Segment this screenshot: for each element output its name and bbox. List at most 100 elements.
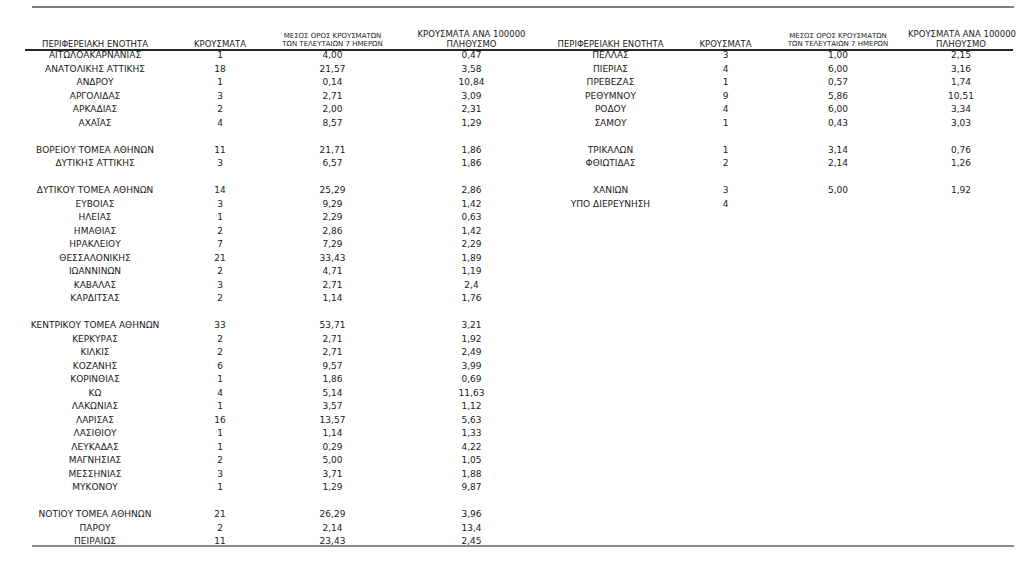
table-row: ΛΑΣΙΘΙΟΥ11,141,33 — [10, 427, 538, 441]
region-cell: ΜΕΣΣΗΝΙΑΣ — [10, 468, 180, 482]
region-cell: ΠΕΙΡΑΙΩΣ — [10, 535, 180, 549]
cases-cell: 1 — [180, 427, 260, 441]
cases-cell: 6 — [180, 360, 260, 374]
cases-cell: 4 — [683, 103, 768, 117]
per100k-cell: 10,51 — [908, 90, 1014, 104]
table-row: ΝΟΤΙΟΥ ΤΟΜΕΑ ΑΘΗΝΩΝ2126,293,96 — [10, 508, 538, 522]
regional-cases-table-right: ΠΕΡΙΦΕΡΕΙΑΚΗ ΕΝΟΤΗΤΑ ΚΡΟΥΣΜΑΤΑ ΜΕΣΟΣ ΟΡΟ… — [538, 24, 1014, 211]
avg7-cell: 26,29 — [260, 508, 405, 522]
region-cell: ΡΟΔΟΥ — [538, 103, 683, 117]
cases-cell: 1 — [683, 117, 768, 131]
column-header-per100k: ΚΡΟΥΣΜΑΤΑ ΑΝΑ 100000 ΠΛΗΘΥΣΜΟ — [405, 30, 538, 49]
region-cell: ΙΩΑΝΝΙΝΩΝ — [10, 265, 180, 279]
per100k-cell: 1,19 — [405, 265, 538, 279]
region-cell: ΚΑΒΑΛΑΣ — [10, 279, 180, 293]
per100k-cell: 1,92 — [908, 184, 1014, 198]
avg7-cell: 5,00 — [260, 454, 405, 468]
column-header-region: ΠΕΡΙΦΕΡΕΙΑΚΗ ΕΝΟΤΗΤΑ — [10, 40, 180, 50]
cases-cell — [180, 306, 260, 320]
per100k-cell: 1,33 — [405, 427, 538, 441]
avg7-cell: 1,14 — [260, 292, 405, 306]
avg7-cell — [260, 306, 405, 320]
table-row-spacer — [538, 171, 1014, 185]
avg7-cell — [260, 130, 405, 144]
table-row: ΤΡΙΚΑΛΩΝ13,140,76 — [538, 144, 1014, 158]
cases-cell: 2 — [180, 103, 260, 117]
table-row: ΜΕΣΣΗΝΙΑΣ33,711,88 — [10, 468, 538, 482]
table-row: ΑΝΔΡΟΥ10,1410,84 — [10, 76, 538, 90]
per100k-cell: 1,29 — [405, 117, 538, 131]
table-row: ΑΡΚΑΔΙΑΣ22,002,31 — [10, 103, 538, 117]
table-row-spacer — [538, 130, 1014, 144]
table-row: ΚΕΝΤΡΙΚΟΥ ΤΟΜΕΑ ΑΘΗΝΩΝ3353,713,21 — [10, 319, 538, 333]
per100k-cell — [405, 171, 538, 185]
table-row: ΛΑΚΩΝΙΑΣ13,571,12 — [10, 400, 538, 414]
per100k-cell: 1,26 — [908, 157, 1014, 171]
table-row: ΚΩ45,1411,63 — [10, 387, 538, 401]
table-row: ΑΝΑΤΟΛΙΚΗΣ ΑΤΤΙΚΗΣ1821,573,58 — [10, 63, 538, 77]
region-cell: ΠΙΕΡΙΑΣ — [538, 63, 683, 77]
per100k-cell: 3,34 — [908, 103, 1014, 117]
per100k-cell: 2,4 — [405, 279, 538, 293]
cases-cell: 9 — [683, 90, 768, 104]
cases-cell: 1 — [180, 400, 260, 414]
region-cell: ΚΕΡΚΥΡΑΣ — [10, 333, 180, 347]
per100k-cell: 1,88 — [405, 468, 538, 482]
avg7-cell: 2,86 — [260, 225, 405, 239]
region-cell: ΠΑΡΟΥ — [10, 522, 180, 536]
cases-cell: 2 — [180, 225, 260, 239]
table-row: ΚΑΡΔΙΤΣΑΣ21,141,76 — [10, 292, 538, 306]
avg7-cell: 6,57 — [260, 157, 405, 171]
avg7-cell: 6,00 — [768, 63, 908, 77]
cases-cell: 2 — [180, 265, 260, 279]
per100k-cell: 1,89 — [405, 252, 538, 266]
table-row: ΛΑΡΙΣΑΣ1613,575,63 — [10, 414, 538, 428]
per100k-cell: 2,29 — [405, 238, 538, 252]
per100k-cell: 2,15 — [908, 49, 1014, 63]
cases-cell: 1 — [180, 211, 260, 225]
avg7-cell: 1,14 — [260, 427, 405, 441]
avg7-cell — [768, 130, 908, 144]
region-cell: ΚΟΖΑΝΗΣ — [10, 360, 180, 374]
region-cell: ΜΥΚΟΝΟΥ — [10, 481, 180, 495]
per100k-cell: 1,92 — [405, 333, 538, 347]
avg7-cell: 5,00 — [768, 184, 908, 198]
avg7-cell: 3,71 — [260, 468, 405, 482]
cases-cell — [180, 495, 260, 509]
column-header-avg7: ΜΕΣΟΣ ΟΡΟΣ ΚΡΟΥΣΜΑΤΩΝ ΤΩΝ ΤΕΛΕΥΤΑΙΩΝ 7 Η… — [768, 32, 908, 49]
region-cell: ΚΩ — [10, 387, 180, 401]
region-cell — [10, 306, 180, 320]
table-row: ΡΟΔΟΥ46,003,34 — [538, 103, 1014, 117]
avg7-cell: 2,71 — [260, 333, 405, 347]
cases-cell: 3 — [683, 184, 768, 198]
cases-cell: 1 — [180, 49, 260, 63]
region-cell: ΑΡΚΑΔΙΑΣ — [10, 103, 180, 117]
table-row: ΠΕΙΡΑΙΩΣ1123,432,45 — [10, 535, 538, 549]
per100k-cell: 2,31 — [405, 103, 538, 117]
avg7-cell — [768, 198, 908, 212]
region-cell: ΚΑΡΔΙΤΣΑΣ — [10, 292, 180, 306]
table-row: ΜΑΓΝΗΣΙΑΣ25,001,05 — [10, 454, 538, 468]
avg7-cell: 4,71 — [260, 265, 405, 279]
region-cell: ΚΕΝΤΡΙΚΟΥ ΤΟΜΕΑ ΑΘΗΝΩΝ — [10, 319, 180, 333]
region-cell: ΛΑΚΩΝΙΑΣ — [10, 400, 180, 414]
avg7-cell: 2,71 — [260, 346, 405, 360]
per100k-cell: 0,47 — [405, 49, 538, 63]
table-row-spacer — [10, 171, 538, 185]
avg7-cell — [260, 495, 405, 509]
avg7-cell: 1,86 — [260, 373, 405, 387]
avg7-cell: 21,57 — [260, 63, 405, 77]
region-cell: ΧΑΝΙΩΝ — [538, 184, 683, 198]
region-cell: ΛΑΡΙΣΑΣ — [10, 414, 180, 428]
region-cell: ΛΑΣΙΘΙΟΥ — [10, 427, 180, 441]
per100k-cell: 4,22 — [405, 441, 538, 455]
per100k-cell — [908, 198, 1014, 212]
cases-cell: 3 — [180, 198, 260, 212]
avg7-cell — [260, 171, 405, 185]
region-cell: ΚΟΡΙΝΘΙΑΣ — [10, 373, 180, 387]
region-cell: ΠΡΕΒΕΖΑΣ — [538, 76, 683, 90]
per100k-cell: 5,63 — [405, 414, 538, 428]
cases-cell: 1 — [683, 76, 768, 90]
table-row: ΘΕΣΣΑΛΟΝΙΚΗΣ2133,431,89 — [10, 252, 538, 266]
avg7-cell: 2,29 — [260, 211, 405, 225]
